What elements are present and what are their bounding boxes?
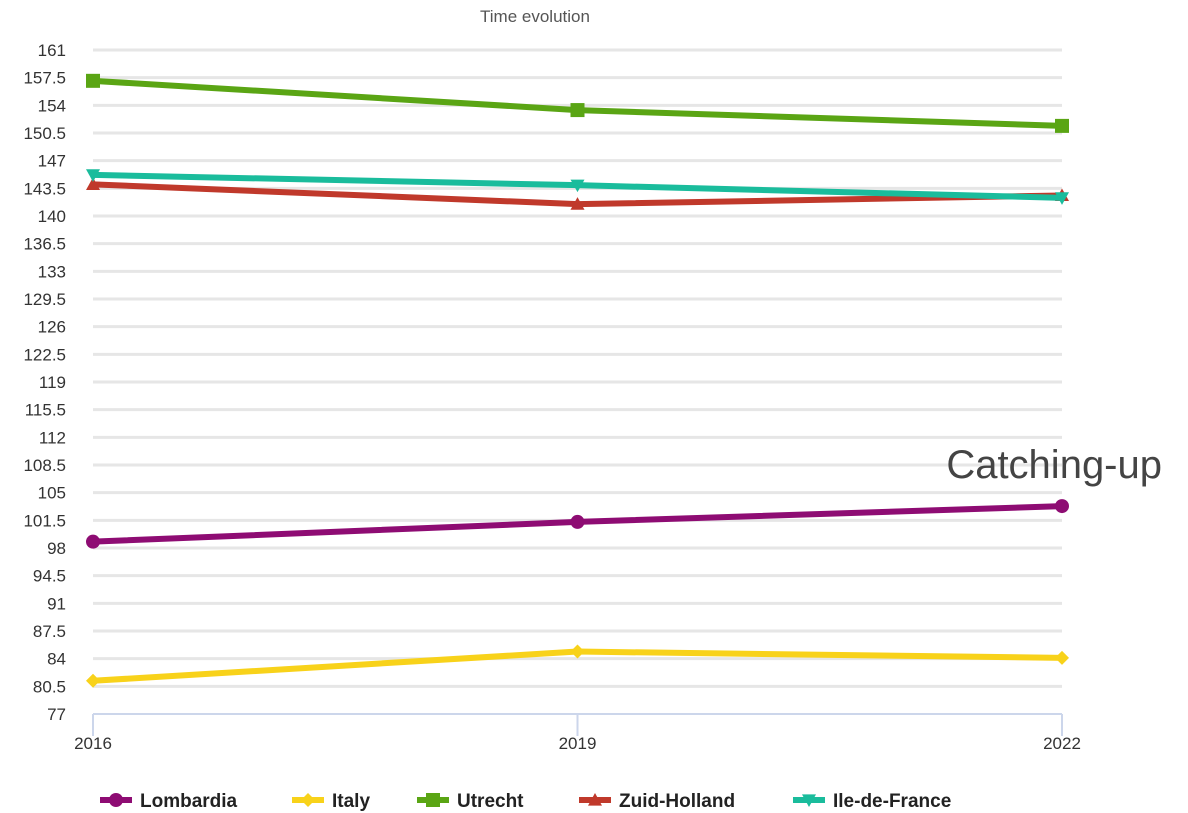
y-tick-label: 77: [47, 705, 66, 724]
legend-marker[interactable]: [426, 793, 440, 807]
data-point[interactable]: [1055, 650, 1069, 665]
legend-item-utrecht[interactable]: Utrecht: [417, 791, 524, 812]
y-tick-label: 98: [47, 539, 66, 558]
x-tick-label: 2022: [1043, 734, 1081, 753]
y-tick-label: 140: [38, 207, 66, 226]
data-point[interactable]: [1055, 118, 1069, 133]
data-point[interactable]: [1055, 499, 1069, 514]
series-lombardia[interactable]: [86, 499, 1069, 549]
legend-item-zuid-holland[interactable]: Zuid-Holland: [579, 791, 735, 812]
legend-label: Zuid-Holland: [619, 791, 735, 812]
legend-label: Lombardia: [140, 791, 238, 812]
series-ile-de-france[interactable]: [86, 169, 1069, 205]
y-tick-label: 147: [38, 152, 66, 171]
x-tick-label: 2016: [74, 734, 112, 753]
y-tick-label: 112: [39, 428, 66, 447]
grid-lines: [93, 48, 1062, 688]
y-tick-label: 154: [38, 96, 66, 115]
data-point[interactable]: [86, 534, 100, 549]
y-tick-label: 161: [38, 41, 66, 60]
series-utrecht[interactable]: [86, 73, 1069, 133]
catching-up-annotation: Catching-up: [946, 443, 1162, 487]
legend-label: Ile-de-France: [833, 791, 951, 812]
y-tick-label: 136.5: [23, 235, 66, 254]
x-axis: 2016 2019 2022: [74, 713, 1081, 753]
chart-title: Time evolution: [480, 7, 590, 26]
data-point[interactable]: [570, 197, 585, 210]
data-point[interactable]: [570, 644, 585, 659]
y-tick-label: 80.5: [33, 677, 66, 696]
legend-marker[interactable]: [588, 793, 602, 806]
y-axis: 161 157.5 154 150.5 147 143.5 140 136.5 133 129.5…: [23, 41, 66, 724]
y-tick-label: 101.5: [23, 511, 66, 530]
legend-marker[interactable]: [109, 793, 123, 807]
series-italy[interactable]: [86, 644, 1069, 688]
data-point[interactable]: [86, 73, 100, 88]
legend-label: Utrecht: [457, 791, 524, 812]
legend-item-ile-de-france[interactable]: Ile-de-France: [793, 791, 951, 812]
legend-marker[interactable]: [802, 794, 816, 807]
data-point[interactable]: [570, 103, 585, 118]
y-tick-label: 84: [47, 650, 66, 669]
legend-marker[interactable]: [301, 793, 315, 807]
y-tick-label: 108.5: [23, 456, 66, 475]
series-group: [86, 73, 1069, 688]
legend-label: Italy: [332, 791, 370, 812]
y-tick-label: 105: [38, 484, 66, 503]
data-point[interactable]: [86, 177, 100, 190]
y-tick-label: 150.5: [23, 124, 66, 143]
legend-item-italy[interactable]: Italy: [292, 791, 370, 812]
data-point[interactable]: [570, 514, 585, 529]
y-tick-label: 157.5: [23, 69, 66, 88]
y-tick-label: 129.5: [23, 290, 66, 309]
y-tick-label: 91: [47, 594, 66, 613]
data-point[interactable]: [86, 169, 100, 182]
y-tick-label: 119: [39, 373, 66, 392]
y-tick-label: 94.5: [33, 567, 66, 586]
y-tick-label: 87.5: [33, 622, 66, 641]
y-tick-label: 126: [38, 318, 66, 337]
y-tick-label: 115.5: [25, 401, 66, 420]
legend[interactable]: Lombardia Italy Utrecht Zuid-Holland Ile-de-…: [100, 791, 951, 812]
data-point[interactable]: [570, 179, 585, 193]
data-point[interactable]: [1055, 192, 1069, 205]
x-tick-label: 2019: [559, 734, 597, 753]
data-point[interactable]: [86, 673, 100, 688]
y-tick-label: 143.5: [23, 179, 66, 198]
legend-item-lombardia[interactable]: Lombardia: [100, 791, 238, 812]
y-tick-label: 122.5: [23, 345, 66, 364]
y-tick-label: 133: [38, 262, 66, 281]
